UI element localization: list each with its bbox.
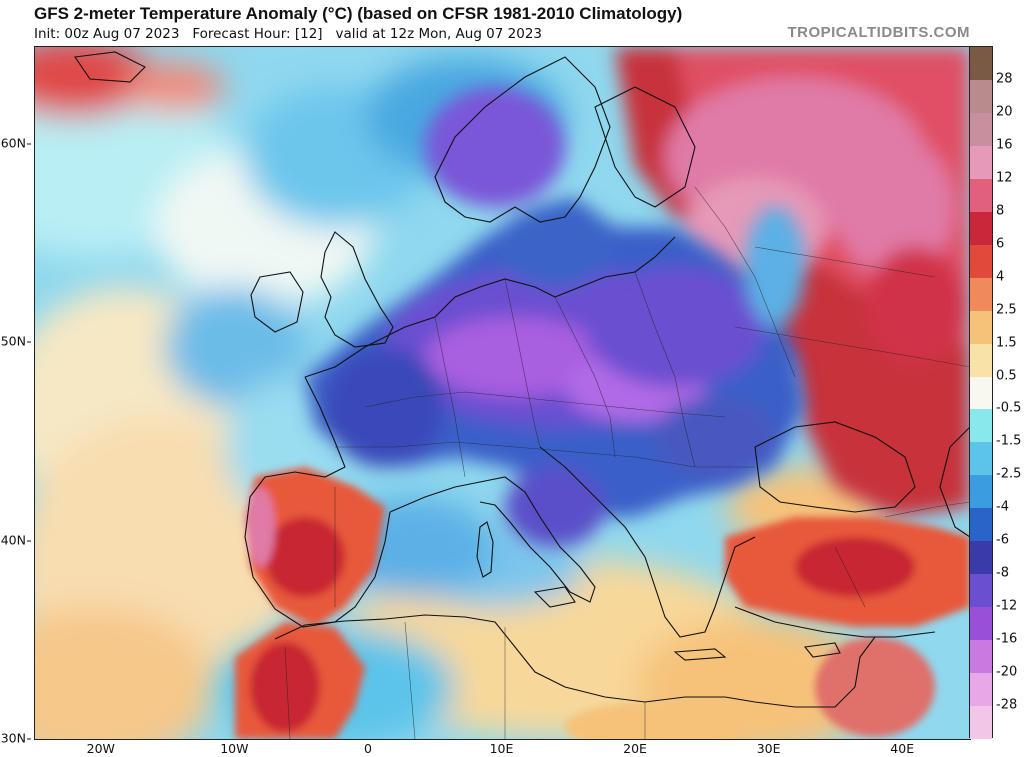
header: GFS 2-meter Temperature Anomaly (°C) (ba… — [0, 0, 1024, 46]
latitude-label: 50N — [0, 334, 31, 349]
map-subtitle: Init: 00z Aug 07 2023 Forecast Hour: [12… — [34, 26, 543, 42]
colorbar-swatch — [970, 244, 992, 279]
colorbar-swatch — [970, 508, 992, 542]
colorbar-label: 6 — [996, 236, 1005, 252]
africa-warm-anomaly — [235, 622, 935, 739]
colorbar-label: 12 — [996, 170, 1013, 186]
colorbar-label: 1.5 — [996, 335, 1017, 351]
colorbar-swatch — [970, 673, 992, 707]
longitude-label: 20W — [86, 741, 115, 756]
colorbar-swatch — [970, 442, 992, 476]
colorbar-label: -28 — [996, 697, 1018, 713]
colorbar-label: -2.5 — [996, 466, 1022, 482]
longitude-label: 0 — [363, 741, 372, 756]
colorbar-label: -6 — [996, 532, 1009, 548]
central-cold-anomaly — [305, 87, 805, 547]
colorbar-swatch — [970, 211, 992, 246]
colorbar-swatch — [970, 310, 992, 345]
longitude-label: 10W — [220, 741, 249, 756]
longitude-label: 10E — [489, 741, 514, 756]
colorbar-label: 20 — [996, 104, 1013, 120]
longitude-label: 20E — [623, 741, 647, 756]
colorbar-swatch — [970, 343, 992, 377]
colorbar-swatch — [970, 277, 992, 312]
colorbar-swatch — [970, 79, 992, 114]
colorbar-swatch — [970, 145, 992, 180]
colorbar-label: -8 — [996, 565, 1009, 581]
colorbar-swatch — [970, 376, 992, 410]
anomaly-map[interactable] — [34, 46, 971, 740]
colorbar — [969, 46, 993, 740]
colorbar-swatch — [970, 178, 992, 213]
latitude-label: 40N — [0, 532, 31, 547]
source-watermark: TROPICALTIDBITS.COM — [787, 24, 970, 41]
colorbar-label: 28 — [996, 71, 1013, 87]
country-borders — [284, 186, 970, 739]
colorbar-label: 4 — [996, 269, 1005, 285]
colorbar-swatch — [970, 409, 992, 443]
colorbar-swatch — [970, 112, 992, 147]
colorbar-label: -1.5 — [996, 433, 1022, 449]
longitude-label: 30E — [756, 741, 781, 756]
colorbar-swatch — [970, 607, 992, 641]
map-title: GFS 2-meter Temperature Anomaly (°C) (ba… — [34, 4, 683, 23]
colorbar-swatch — [970, 475, 992, 509]
colorbar-label: -20 — [996, 664, 1018, 680]
colorbar-swatch — [970, 640, 992, 674]
longitude-label: 40E — [890, 741, 915, 756]
colorbar-swatch — [970, 47, 992, 81]
colorbar-label: 8 — [996, 203, 1005, 219]
colorbar-swatch — [970, 541, 992, 575]
map-canvas — [35, 47, 970, 739]
latitude-label: 60N — [0, 136, 31, 151]
colorbar-label: -0.5 — [996, 400, 1022, 416]
colorbar-label: 0.5 — [996, 368, 1017, 384]
colorbar-swatch — [970, 706, 992, 740]
iberia-warm-anomaly — [245, 467, 385, 627]
latitude-label: 30N — [0, 731, 31, 746]
colorbar-label: -12 — [996, 598, 1018, 614]
colorbar-label: -4 — [996, 499, 1009, 515]
colorbar-label: 16 — [996, 137, 1013, 153]
colorbar-label: -16 — [996, 631, 1018, 647]
colorbar-label: 2.5 — [996, 302, 1017, 318]
colorbar-swatch — [970, 574, 992, 608]
